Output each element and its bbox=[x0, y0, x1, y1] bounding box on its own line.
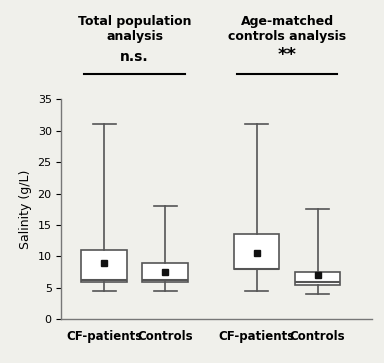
Text: **: ** bbox=[278, 46, 296, 64]
PathPatch shape bbox=[81, 250, 127, 282]
Text: Age-matched
controls analysis: Age-matched controls analysis bbox=[228, 15, 346, 43]
PathPatch shape bbox=[295, 272, 341, 285]
PathPatch shape bbox=[234, 234, 280, 269]
Y-axis label: Salinity (g/L): Salinity (g/L) bbox=[19, 170, 32, 249]
Text: n.s.: n.s. bbox=[120, 50, 149, 64]
PathPatch shape bbox=[142, 263, 188, 282]
Text: Total population
analysis: Total population analysis bbox=[78, 15, 191, 43]
